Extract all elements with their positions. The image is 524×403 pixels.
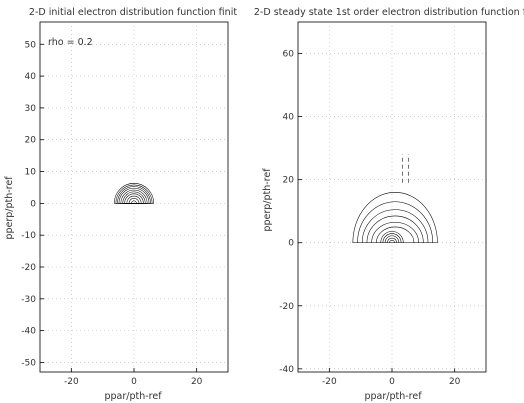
left-y-tick-label: -40 [21, 327, 36, 337]
left-contour-line [118, 187, 150, 204]
right-x-tick-label: -20 [322, 377, 337, 387]
right-contour-line [361, 209, 429, 243]
left-y-tick-label: 10 [25, 168, 37, 178]
left-contour-line [117, 186, 151, 204]
right-y-axis-label: pperp/pth-ref [262, 168, 273, 232]
left-y-tick-label: -20 [21, 263, 36, 273]
left-contour-line [126, 195, 142, 204]
right-chart-title: 2-D steady state 1st order electron dist… [254, 7, 524, 18]
right-contour-line [357, 201, 434, 243]
left-y-tick-label: 30 [25, 104, 37, 114]
right-contour-line [384, 235, 400, 243]
right-contour-line [366, 215, 424, 243]
right-contour-line [376, 226, 415, 243]
right-plot-area: -20 0 20 -40 -20 0 20 40 60 [279, 21, 487, 387]
left-y-tick-label: -30 [21, 295, 36, 305]
right-y-tick-label: 0 [288, 239, 294, 249]
left-contour-line [122, 191, 146, 204]
right-y-tick-label: -20 [279, 302, 294, 312]
left-y-tick-label: 20 [25, 136, 37, 146]
left-contour-line [115, 184, 153, 204]
left-y-tick-label: 40 [25, 72, 37, 82]
right-y-tick-label: 60 [283, 50, 295, 60]
right-x-tick-label: 20 [449, 377, 461, 387]
left-x-tick-label: 20 [191, 377, 203, 387]
right-y-tick-label: -40 [279, 365, 294, 375]
left-contour-line [113, 183, 155, 204]
right-contour-line [382, 233, 402, 243]
left-plot-frame [39, 21, 229, 373]
left-plot-area: -20 0 20 -50 -40 -30 -20 -10 0 10 20 30 40 50 [21, 21, 229, 387]
left-annotation: rho = 0.2 [48, 37, 93, 48]
right-y-tick-label: 20 [283, 176, 295, 186]
left-chart-title: 2-D initial electron distribution functi… [29, 7, 237, 18]
right-x-axis-label: ppar/pth-ref [364, 391, 422, 402]
left-contour-line [124, 193, 144, 204]
left-x-axis-label: ppar/pth-ref [104, 391, 162, 402]
left-contour-line [120, 189, 148, 204]
right-y-tick-label: 40 [283, 113, 295, 123]
left-y-tick-label: 0 [30, 199, 36, 209]
right-x-tick-label: 0 [389, 377, 395, 387]
left-y-tick-label: -10 [21, 231, 36, 241]
right-plot-frame [297, 21, 487, 373]
right-contour-line [352, 192, 438, 243]
left-y-tick-label: 50 [25, 40, 37, 50]
left-y-axis-label: pperp/pth-ref [4, 176, 15, 240]
right-contour-line [371, 222, 419, 243]
left-y-tick-label: -50 [21, 358, 36, 368]
left-x-tick-label: 0 [131, 377, 137, 387]
left-x-tick-label: -20 [64, 377, 79, 387]
right-contour-line [380, 231, 404, 243]
